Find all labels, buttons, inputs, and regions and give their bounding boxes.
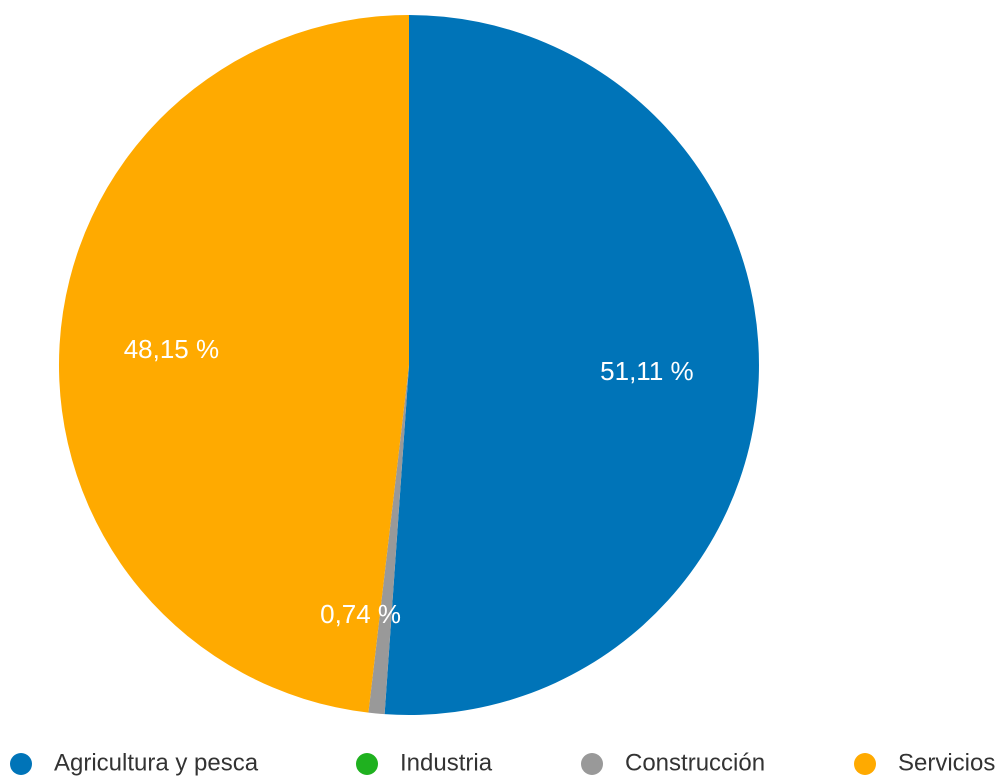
legend-swatch-construccion	[581, 753, 603, 775]
legend-label-agricultura-y-pesca: Agricultura y pesca	[54, 749, 259, 776]
legend-swatch-industria	[356, 753, 378, 775]
legend-label-servicios: Servicios	[898, 749, 995, 776]
legend: Agricultura y pesca Industria Construcción…	[10, 749, 995, 776]
legend-label-industria: Industria	[400, 749, 493, 776]
legend-item-industria[interactable]: Industria	[356, 749, 493, 776]
legend-label-construccion: Construcción	[625, 749, 765, 776]
legend-swatch-agricultura-y-pesca	[10, 753, 32, 775]
slice-labels: 51,11 % 0,74 % 48,15 %	[124, 334, 694, 629]
data-label-servicios: 48,15 %	[124, 334, 219, 364]
pie-slice-agricultura-y-pesca[interactable]	[384, 15, 759, 715]
pie-slice-construccion[interactable]	[368, 365, 409, 715]
legend-swatch-servicios	[854, 753, 876, 775]
legend-item-servicios[interactable]: Servicios	[854, 749, 995, 776]
pie-slice-servicios[interactable]	[58, 15, 409, 713]
legend-item-agricultura-y-pesca[interactable]: Agricultura y pesca	[10, 749, 259, 776]
legend-item-construccion[interactable]: Construcción	[581, 749, 765, 776]
pie-slices	[58, 15, 759, 715]
data-label-construccion: 0,74 %	[320, 599, 401, 629]
data-label-agricultura-y-pesca: 51,11 %	[600, 356, 693, 386]
